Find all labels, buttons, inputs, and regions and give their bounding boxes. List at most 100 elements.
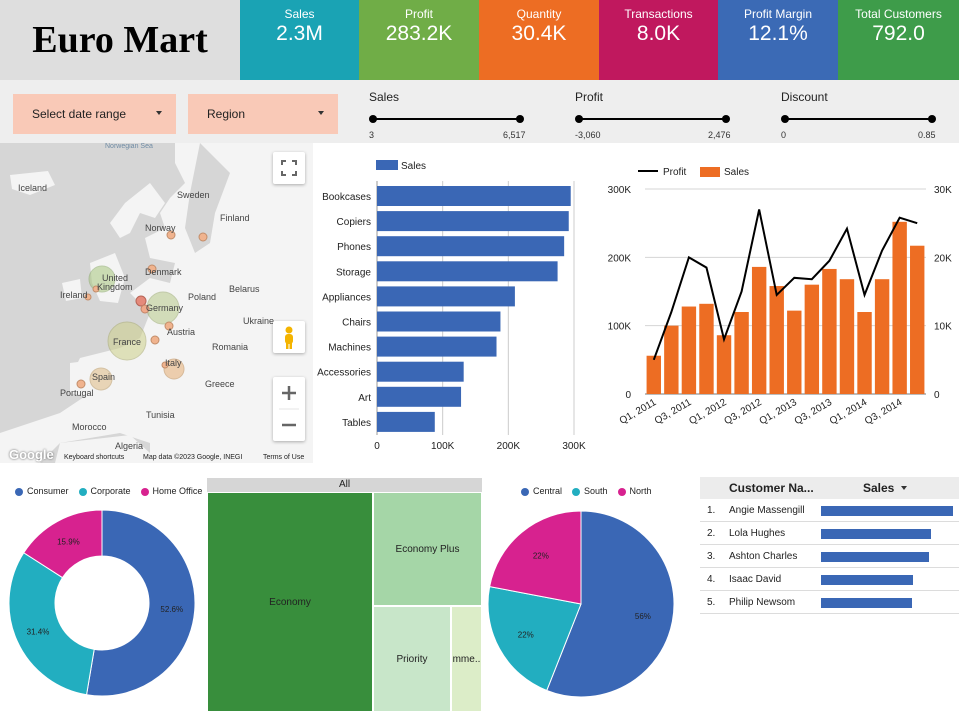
- pie-slice[interactable]: [489, 510, 582, 605]
- sales-bar[interactable]: [874, 279, 890, 394]
- slider-min-handle[interactable]: [369, 115, 377, 123]
- europe-map[interactable]: Norwegian Sea Iceland Sweden Finland Nor…: [0, 143, 313, 463]
- table-row[interactable]: 3. Ashton Charles: [700, 545, 959, 568]
- legend-item[interactable]: Corporate: [78, 486, 131, 496]
- sales-bar[interactable]: [804, 284, 820, 394]
- slice-label: 22%: [518, 630, 534, 639]
- y-right-tick-label: 0: [934, 390, 940, 401]
- chevron-down-icon: [156, 111, 162, 115]
- sales-bar[interactable]: [892, 221, 907, 394]
- sales-bar[interactable]: [646, 355, 661, 394]
- table-row[interactable]: 2. Lola Hughes: [700, 522, 959, 545]
- bar[interactable]: [377, 211, 569, 232]
- bar[interactable]: [377, 311, 501, 332]
- legend-label: North: [629, 486, 652, 496]
- slider-max-value: 6,517: [503, 130, 526, 140]
- y-right-tick-label: 10K: [934, 322, 952, 333]
- pie-slice[interactable]: [23, 509, 103, 579]
- sales-bar: [821, 598, 913, 608]
- slider-track[interactable]: [578, 118, 726, 120]
- street-view-button[interactable]: [273, 321, 305, 353]
- region-dropdown[interactable]: Region: [188, 94, 338, 134]
- table-row[interactable]: 1. Angie Massengill: [700, 499, 959, 522]
- slider-min-handle[interactable]: [781, 115, 789, 123]
- sales-bar[interactable]: [822, 268, 837, 394]
- zoom-out-button[interactable]: [273, 409, 305, 441]
- map-label: Algeria: [115, 441, 143, 451]
- sales-bar[interactable]: [769, 286, 784, 394]
- sales-bar[interactable]: [699, 303, 714, 394]
- header-customer-name[interactable]: Customer Na...: [729, 481, 814, 495]
- legend-item[interactable]: South: [572, 486, 608, 496]
- x-tick-label: Q3, 2014: [863, 397, 905, 427]
- treemap-cell-economy[interactable]: Economy: [207, 492, 373, 712]
- pie-slice[interactable]: [546, 510, 675, 698]
- date-range-label: Select date range: [32, 107, 127, 121]
- zoom-out-icon: [282, 423, 296, 427]
- keyboard-shortcuts-link[interactable]: Keyboard shortcuts: [64, 454, 125, 461]
- date-range-dropdown[interactable]: Select date range: [13, 94, 176, 134]
- sales-bar[interactable]: [839, 279, 855, 394]
- zoom-in-button[interactable]: [273, 377, 305, 409]
- bar[interactable]: [377, 186, 571, 206]
- category-label: Tables: [342, 418, 371, 429]
- bar[interactable]: [377, 261, 558, 282]
- bar[interactable]: [377, 386, 462, 407]
- y-right-tick-label: 30K: [934, 185, 952, 196]
- bar[interactable]: [377, 361, 464, 382]
- map-label: Austria: [167, 327, 195, 337]
- kpi-value: 30.4K: [511, 22, 567, 45]
- header-sales[interactable]: Sales: [863, 481, 895, 495]
- sales-bar[interactable]: [716, 335, 732, 394]
- slider-max-handle[interactable]: [516, 115, 524, 123]
- treemap-cell-immediate[interactable]: Imme...: [451, 606, 482, 712]
- sales-bar[interactable]: [857, 312, 872, 394]
- treemap-cell-priority[interactable]: Priority: [373, 606, 451, 712]
- kpi-profit: Profit 283.2K: [359, 0, 479, 80]
- kpi-value: 8.0K: [636, 22, 681, 45]
- sales-bar[interactable]: [681, 306, 697, 394]
- sales-bar[interactable]: [751, 266, 767, 394]
- slider-max-value: 2,476: [708, 130, 731, 140]
- category-label: Appliances: [322, 292, 371, 303]
- terms-link[interactable]: Terms of Use: [263, 454, 305, 461]
- customer-name: Ashton Charles: [729, 551, 798, 562]
- slider-max-handle[interactable]: [928, 115, 936, 123]
- sales-bar[interactable]: [664, 325, 679, 394]
- sort-desc-icon[interactable]: [901, 486, 907, 490]
- legend-item[interactable]: Central: [521, 486, 562, 496]
- legend-item[interactable]: Home Office: [140, 486, 202, 496]
- bar[interactable]: [377, 286, 515, 307]
- legend-item[interactable]: North: [617, 486, 652, 496]
- pie-slice[interactable]: [85, 509, 196, 697]
- sales-bar: [821, 506, 953, 516]
- slider-track[interactable]: [784, 118, 932, 120]
- chevron-down-icon: [318, 111, 324, 115]
- table-row[interactable]: 5. Philip Newsom: [700, 591, 959, 614]
- category-label: Chairs: [342, 318, 371, 329]
- pie-slice[interactable]: [487, 585, 582, 692]
- map-data-attribution: Map data ©2023 Google, INEGI: [143, 454, 243, 461]
- x-tick-label: Q1, 2011: [618, 397, 659, 427]
- legend-label: Consumer: [27, 486, 69, 496]
- profit-line[interactable]: [652, 209, 918, 361]
- legend-item[interactable]: Consumer: [15, 486, 69, 496]
- slider-track[interactable]: [372, 118, 520, 120]
- category-label: Machines: [328, 343, 371, 354]
- row-index: 4.: [707, 574, 716, 585]
- bar[interactable]: [377, 336, 497, 357]
- table-row[interactable]: 4. Isaac David: [700, 568, 959, 591]
- slider-min-handle[interactable]: [575, 115, 583, 123]
- treemap-cell-economy-plus[interactable]: Economy Plus: [373, 492, 482, 606]
- pie-slice[interactable]: [8, 552, 95, 696]
- slider-max-handle[interactable]: [722, 115, 730, 123]
- x-tick-label: Q3, 2012: [723, 397, 765, 427]
- x-tick-label: 0: [374, 441, 380, 452]
- bar[interactable]: [377, 411, 435, 432]
- sales-bar[interactable]: [734, 312, 749, 394]
- sales-bar[interactable]: [787, 310, 802, 394]
- sales-bar[interactable]: [910, 245, 925, 394]
- fullscreen-button[interactable]: [273, 152, 305, 184]
- bar[interactable]: [377, 236, 565, 257]
